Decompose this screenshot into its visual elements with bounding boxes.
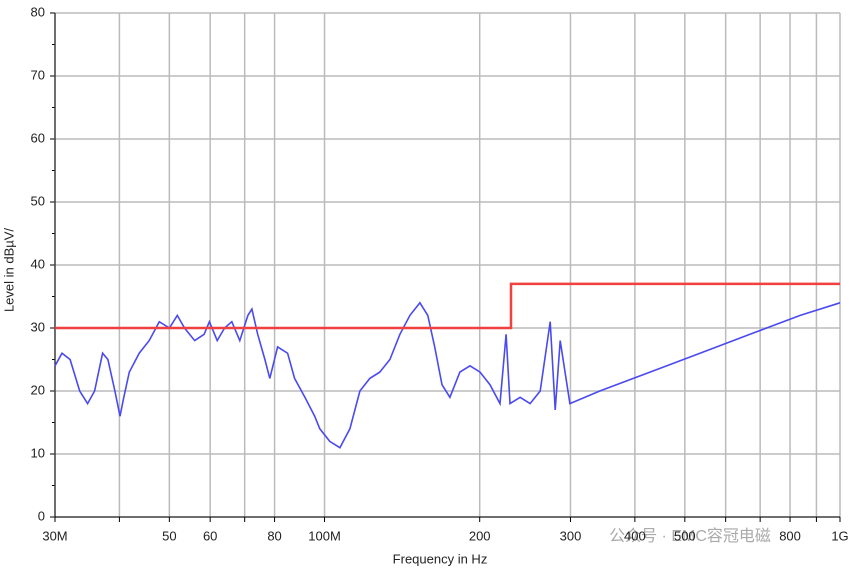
series-line — [54, 301, 841, 449]
y-tick-label: 20 — [31, 382, 45, 397]
y-tick-label: 60 — [31, 130, 45, 145]
x-tick-label: 800 — [779, 528, 801, 543]
x-tick-label: 200 — [469, 528, 491, 543]
y-tick-label: 0 — [38, 508, 45, 523]
x-tick-label: 1G — [831, 528, 848, 543]
x-tick-label: 80 — [267, 528, 281, 543]
x-tick-label: 400 — [624, 528, 646, 543]
y-tick-label: 80 — [31, 4, 45, 19]
watermark: 公众号 · EMC容冠电磁 — [609, 527, 771, 545]
y-tick-label: 50 — [31, 193, 45, 208]
y-tick-label: 40 — [31, 256, 45, 271]
y-tick-label: 10 — [31, 445, 45, 460]
x-tick-label: 50 — [162, 528, 176, 543]
x-axis-title: Frequency in Hz — [393, 551, 488, 566]
y-axis-title: Level in dBµV/ — [1, 228, 16, 312]
x-tick-label: 100M — [308, 528, 341, 543]
x-tick-label: 60 — [203, 528, 217, 543]
series-line — [55, 282, 840, 330]
y-tick-label: 30 — [31, 319, 45, 334]
y-tick-label: 70 — [31, 67, 45, 82]
x-tick-label: 500 — [674, 528, 696, 543]
x-tick-label: 30M — [42, 528, 67, 543]
x-tick-label: 300 — [560, 528, 582, 543]
